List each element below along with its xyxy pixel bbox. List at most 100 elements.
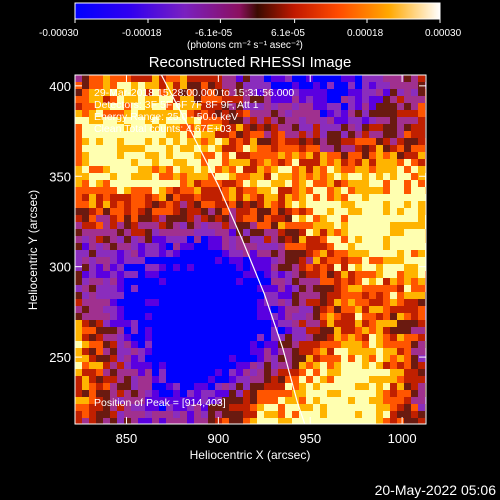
heatmap-cell: [75, 299, 83, 307]
heatmap-cell: [131, 124, 139, 132]
heatmap-cell: [257, 145, 265, 153]
heatmap-cell: [96, 418, 104, 424]
heatmap-cell: [404, 180, 412, 188]
heatmap-cell: [292, 173, 300, 181]
heatmap-cell: [201, 355, 209, 363]
heatmap-cell: [278, 362, 286, 370]
heatmap-cell: [82, 180, 90, 188]
heatmap-cell: [299, 257, 307, 265]
heatmap-cell: [250, 243, 258, 251]
heatmap-cell: [341, 418, 349, 424]
heatmap-cell: [397, 383, 405, 391]
heatmap-cell: [103, 145, 111, 153]
heatmap-cell: [110, 96, 118, 104]
heatmap-cell: [306, 194, 314, 202]
heatmap-cell: [264, 355, 272, 363]
heatmap-cell: [278, 250, 286, 258]
heatmap-cell: [173, 285, 181, 293]
heatmap-cell: [75, 271, 83, 279]
heatmap-cell: [208, 306, 216, 314]
heatmap-cell: [285, 383, 293, 391]
heatmap-cell: [341, 369, 349, 377]
heatmap-cell: [201, 187, 209, 195]
heatmap-cell: [271, 411, 279, 419]
heatmap-cell: [292, 334, 300, 342]
heatmap-cell: [355, 222, 363, 230]
heatmap-cell: [362, 117, 370, 125]
heatmap-cell: [208, 131, 216, 139]
heatmap-cell: [89, 117, 97, 125]
heatmap-cell: [152, 236, 160, 244]
heatmap-cell: [124, 362, 132, 370]
heatmap-cell: [376, 131, 384, 139]
heatmap-cell: [292, 236, 300, 244]
heatmap-cell: [278, 187, 286, 195]
heatmap-cell: [208, 229, 216, 237]
heatmap-cell: [131, 355, 139, 363]
heatmap-cell: [131, 173, 139, 181]
heatmap-cell: [236, 194, 244, 202]
heatmap-cell: [404, 173, 412, 181]
heatmap-cell: [229, 208, 237, 216]
heatmap-cell: [159, 138, 167, 146]
heatmap-cell: [201, 390, 209, 398]
heatmap-cell: [257, 250, 265, 258]
heatmap-cell: [243, 376, 251, 384]
heatmap-cell: [201, 306, 209, 314]
heatmap-cell: [243, 355, 251, 363]
heatmap-cell: [369, 362, 377, 370]
heatmap-cell: [180, 411, 188, 419]
heatmap-cell: [320, 264, 328, 272]
heatmap-cell: [341, 75, 349, 83]
heatmap-cell: [313, 404, 321, 412]
heatmap-cell: [103, 390, 111, 398]
heatmap-cell: [348, 299, 356, 307]
heatmap-cell: [250, 341, 258, 349]
heatmap-cell: [369, 411, 377, 419]
heatmap-cell: [201, 117, 209, 125]
heatmap-cell: [348, 369, 356, 377]
heatmap-cell: [124, 229, 132, 237]
heatmap-cell: [89, 180, 97, 188]
heatmap-cell: [397, 96, 405, 104]
heatmap-cell: [75, 362, 83, 370]
heatmap-cell: [383, 159, 391, 167]
heatmap-cell: [292, 103, 300, 111]
heatmap-cell: [187, 411, 195, 419]
heatmap-cell: [334, 89, 342, 97]
heatmap-cell: [159, 271, 167, 279]
heatmap-cell: [376, 306, 384, 314]
heatmap-cell: [75, 75, 83, 83]
heatmap-cell: [390, 292, 398, 300]
heatmap-cell: [285, 124, 293, 132]
heatmap-cell: [229, 257, 237, 265]
heatmap-cell: [418, 229, 426, 237]
heatmap-cell: [299, 278, 307, 286]
heatmap-cell: [222, 110, 230, 118]
heatmap-cell: [376, 117, 384, 125]
heatmap-cell: [376, 201, 384, 209]
heatmap-cell: [250, 145, 258, 153]
heatmap-cell: [376, 152, 384, 160]
heatmap-cell: [131, 131, 139, 139]
heatmap-cell: [250, 348, 258, 356]
heatmap-cell: [306, 306, 314, 314]
heatmap-cell: [110, 320, 118, 328]
heatmap-cell: [243, 131, 251, 139]
heatmap-cell: [264, 390, 272, 398]
heatmap-cell: [369, 257, 377, 265]
heatmap-cell: [257, 264, 265, 272]
heatmap-cell: [215, 292, 223, 300]
heatmap-cell: [376, 187, 384, 195]
heatmap-cell: [82, 299, 90, 307]
heatmap-cell: [138, 208, 146, 216]
heatmap-cell: [348, 383, 356, 391]
heatmap-cell: [194, 187, 202, 195]
heatmap-cell: [110, 166, 118, 174]
heatmap-cell: [285, 229, 293, 237]
heatmap-cell: [341, 96, 349, 104]
heatmap-cell: [131, 166, 139, 174]
heatmap-cell: [292, 243, 300, 251]
heatmap-cell: [124, 355, 132, 363]
heatmap-cell: [313, 418, 321, 424]
